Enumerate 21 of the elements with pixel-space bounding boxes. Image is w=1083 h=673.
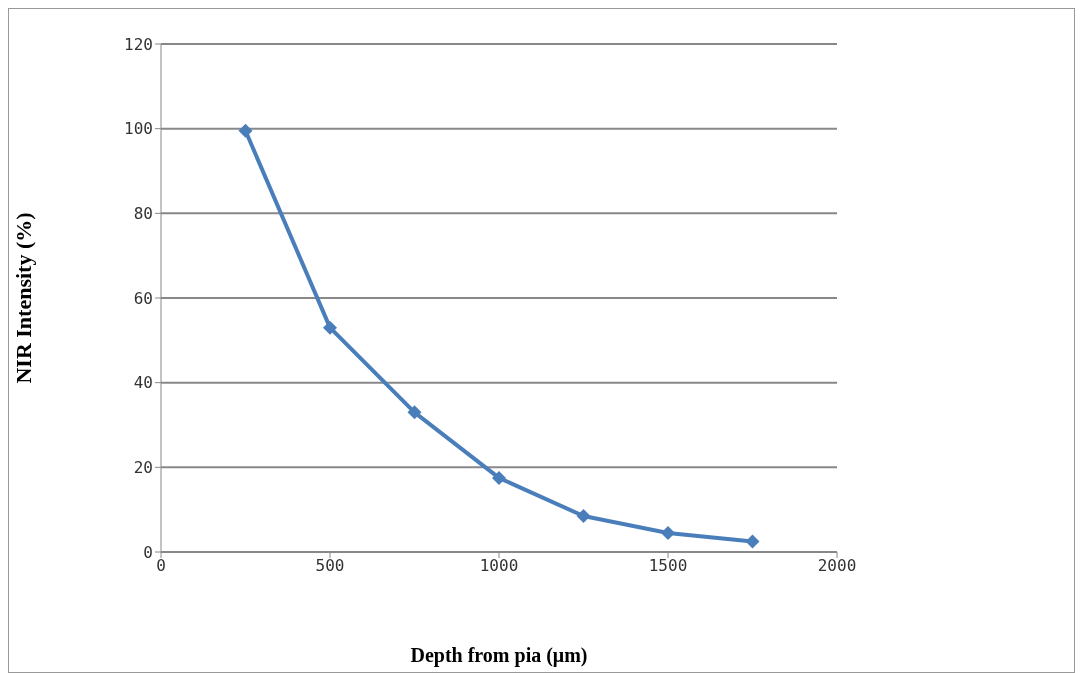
- y-tick-label: 60: [133, 288, 153, 308]
- y-tick-label: 0: [143, 542, 153, 562]
- y-tick-label: 80: [133, 204, 153, 224]
- x-tick-label: 1500: [648, 556, 688, 576]
- y-tick-label: 40: [133, 373, 153, 393]
- point: [745, 534, 760, 549]
- y-tick-label: 20: [133, 458, 153, 478]
- y-axis-title: NIR Intensity (%): [10, 212, 36, 384]
- point: [238, 123, 253, 138]
- point: [407, 405, 422, 420]
- x-tick-label: 2000: [817, 556, 857, 576]
- y-tick-label: 100: [124, 119, 153, 139]
- point: [323, 320, 337, 335]
- x-tick-label: 1000: [479, 556, 519, 576]
- x-tick-label: 500: [315, 556, 345, 576]
- y-tick-label: 120: [124, 34, 153, 54]
- point: [661, 525, 675, 540]
- point: [576, 509, 591, 524]
- x-tick-label: 0: [156, 556, 166, 576]
- x-axis-title: Depth from pia (μm): [410, 644, 588, 667]
- point: [492, 470, 506, 485]
